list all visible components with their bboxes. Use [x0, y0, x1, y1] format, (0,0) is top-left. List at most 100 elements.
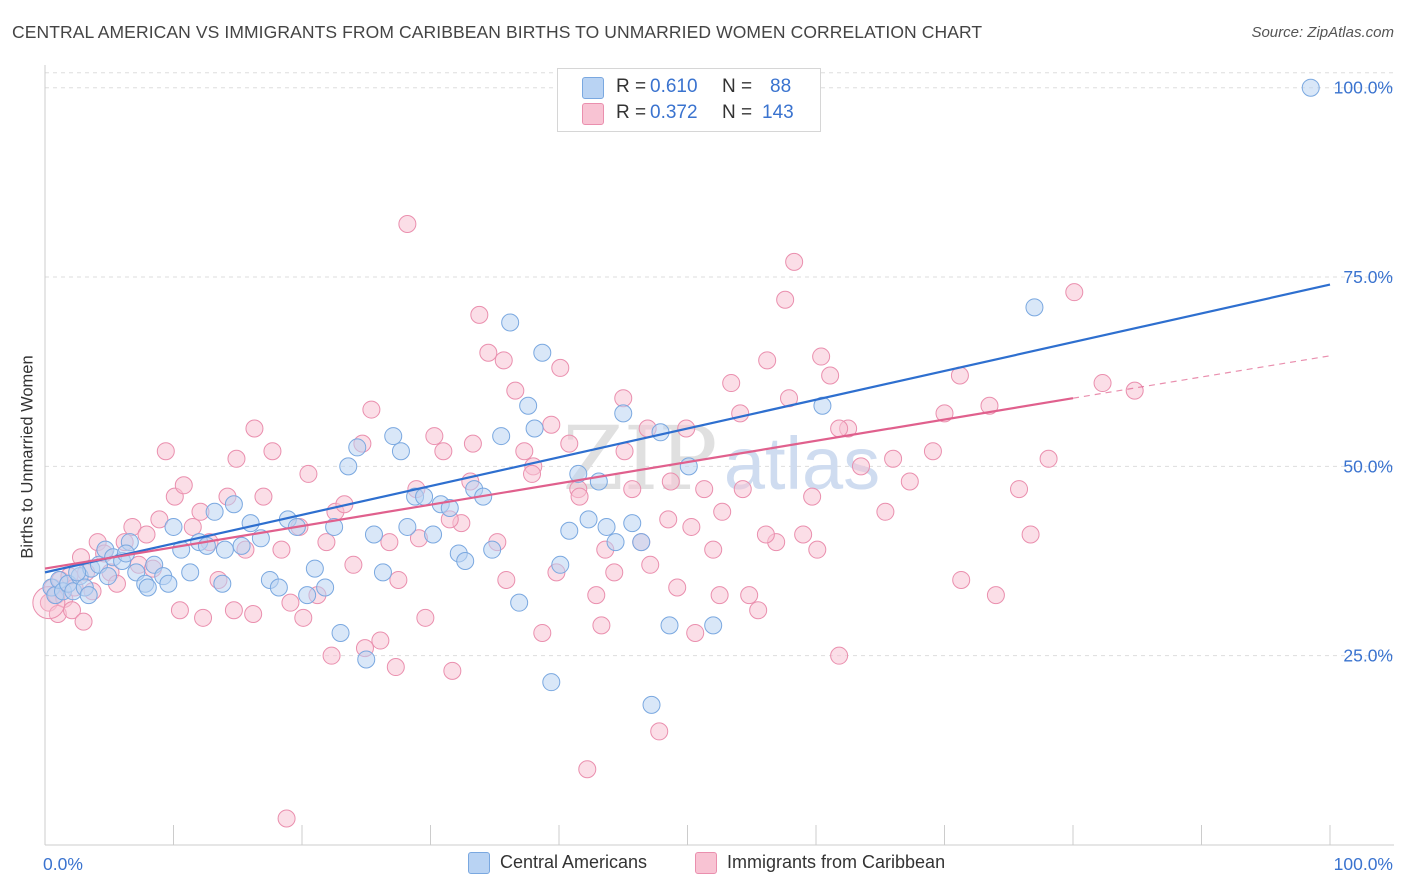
correlation-legend: R = 0.610 N = 88 R = 0.372 N = 143 — [557, 68, 821, 132]
central-american-point — [501, 313, 520, 332]
central-american-point — [492, 427, 511, 446]
caribbean-point — [851, 457, 870, 476]
caribbean-point — [686, 623, 705, 642]
central-american-point — [224, 495, 243, 514]
caribbean-point — [523, 464, 542, 483]
caribbean-point — [515, 442, 534, 461]
caribbean-point — [322, 646, 341, 665]
central-american-point — [232, 536, 251, 555]
caribbean-point — [641, 555, 660, 574]
tick-labels: 25.0% 50.0% 75.0% 100.0% 0.0% 100.0% — [43, 78, 1393, 874]
caribbean-point — [740, 586, 759, 605]
caribbean-point — [497, 570, 516, 589]
central-american-point — [298, 586, 317, 605]
caribbean-point — [756, 525, 775, 544]
central-american-point — [483, 540, 502, 559]
caribbean-point — [733, 480, 752, 499]
caribbean-point — [710, 586, 729, 605]
central-american-point — [525, 419, 544, 438]
caribbean-point — [137, 525, 156, 544]
caribbean-point — [317, 533, 336, 552]
caribbean-point — [560, 434, 579, 453]
central-american-point — [456, 552, 475, 571]
caribbean-point — [884, 449, 903, 468]
central-american-point — [510, 593, 529, 612]
caribbean-point — [183, 517, 202, 536]
legend-n-label: N = — [722, 76, 753, 97]
central-american-point — [606, 533, 625, 552]
central-american-point — [348, 438, 367, 457]
legend-n-label: N = — [722, 102, 753, 123]
chart-title: CENTRAL AMERICAN VS IMMIGRANTS FROM CARI… — [12, 22, 983, 42]
legend-n-value: 143 — [762, 102, 794, 123]
central-american-point — [269, 578, 288, 597]
central-american-point — [560, 521, 579, 540]
caribbean-point — [1065, 283, 1084, 302]
caribbean-point — [668, 578, 687, 597]
caribbean-point — [592, 616, 611, 635]
caribbean-point — [986, 586, 1005, 605]
source-label: Source: ZipAtlas.com — [1251, 24, 1394, 41]
caribbean-point — [803, 487, 822, 506]
central-american-point — [164, 517, 183, 536]
central-american-point — [331, 623, 350, 642]
caribbean-point — [156, 442, 175, 461]
central-american-point — [440, 499, 459, 518]
caribbean-point — [74, 612, 93, 631]
caribbean-point — [785, 252, 804, 271]
caribbean-point — [587, 586, 606, 605]
caribbean-point — [389, 570, 408, 589]
caribbean-point — [254, 487, 273, 506]
caribbean-point — [830, 419, 849, 438]
caribbean-point — [150, 510, 169, 529]
caribbean-point — [830, 646, 849, 665]
caribbean-point — [425, 427, 444, 446]
caribbean-point — [506, 381, 525, 400]
central-american-point — [579, 510, 598, 529]
y-tick-label: 75.0% — [1343, 267, 1393, 287]
central-american-point — [181, 563, 200, 582]
legend-r-value: 0.372 — [650, 102, 698, 123]
central-american-point — [339, 457, 358, 476]
caribbean-point — [704, 540, 723, 559]
caribbean-point — [713, 502, 732, 521]
caribbean-point — [695, 480, 714, 499]
legend-swatch-blue — [582, 77, 604, 99]
caribbean-point — [605, 563, 624, 582]
trend-line-caribbean-extension — [1072, 355, 1331, 399]
caribbean-point — [362, 400, 381, 419]
caribbean-point — [980, 396, 999, 415]
grid-layer — [45, 72, 1394, 657]
central-american-point — [384, 427, 403, 446]
caribbean-point — [935, 404, 954, 423]
central-american-point — [551, 555, 570, 574]
caribbean-point — [542, 415, 561, 434]
caribbean-point — [434, 442, 453, 461]
caribbean-point — [380, 533, 399, 552]
trend-line-central-americans — [44, 283, 1331, 574]
series-central-american-points — [42, 78, 1320, 714]
trend-line-caribbean — [44, 397, 1074, 570]
caribbean-point — [294, 608, 313, 627]
caribbean-point — [794, 525, 813, 544]
caribbean-point — [344, 555, 363, 574]
y-tick-label: 50.0% — [1343, 456, 1393, 476]
central-american-point — [79, 586, 98, 605]
central-american-point — [632, 533, 651, 552]
caribbean-point — [808, 540, 827, 559]
y-tick-label: 100.0% — [1334, 78, 1393, 98]
central-american-point — [623, 514, 642, 533]
caribbean-point — [923, 442, 942, 461]
central-american-point — [642, 695, 661, 714]
caribbean-point — [533, 623, 552, 642]
caribbean-point — [821, 366, 840, 385]
caribbean-point — [299, 464, 318, 483]
central-american-point — [391, 442, 410, 461]
caribbean-point — [1093, 374, 1112, 393]
caribbean-point — [170, 601, 189, 620]
caribbean-point — [416, 608, 435, 627]
central-american-point — [398, 517, 417, 536]
caribbean-point — [952, 570, 971, 589]
caribbean-point — [650, 722, 669, 741]
legend-r-label: R = — [616, 102, 647, 123]
